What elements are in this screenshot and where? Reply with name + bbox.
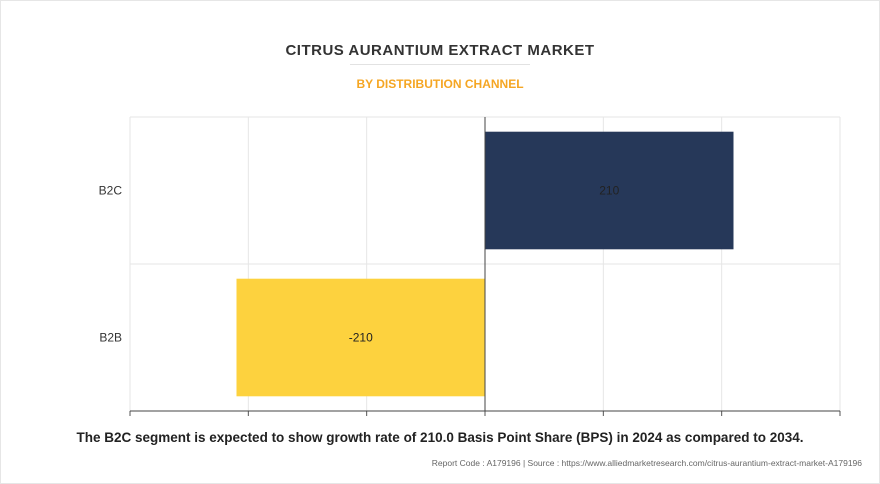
source-note: Report Code : A179196 | Source : https:/… xyxy=(431,458,862,468)
chart-title: CITRUS AURANTIUM EXTRACT MARKET xyxy=(285,42,595,59)
data-label: -210 xyxy=(349,331,373,345)
category-label: B2C xyxy=(99,184,123,198)
bar-b2b xyxy=(236,278,485,397)
title-divider xyxy=(350,64,530,65)
data-label: 210 xyxy=(599,184,619,198)
chart-caption: The B2C segment is expected to show grow… xyxy=(76,430,804,445)
chart-subtitle: BY DISTRIBUTION CHANNEL xyxy=(356,77,524,91)
bar-b2c xyxy=(485,131,734,250)
category-label: B2B xyxy=(99,331,122,345)
